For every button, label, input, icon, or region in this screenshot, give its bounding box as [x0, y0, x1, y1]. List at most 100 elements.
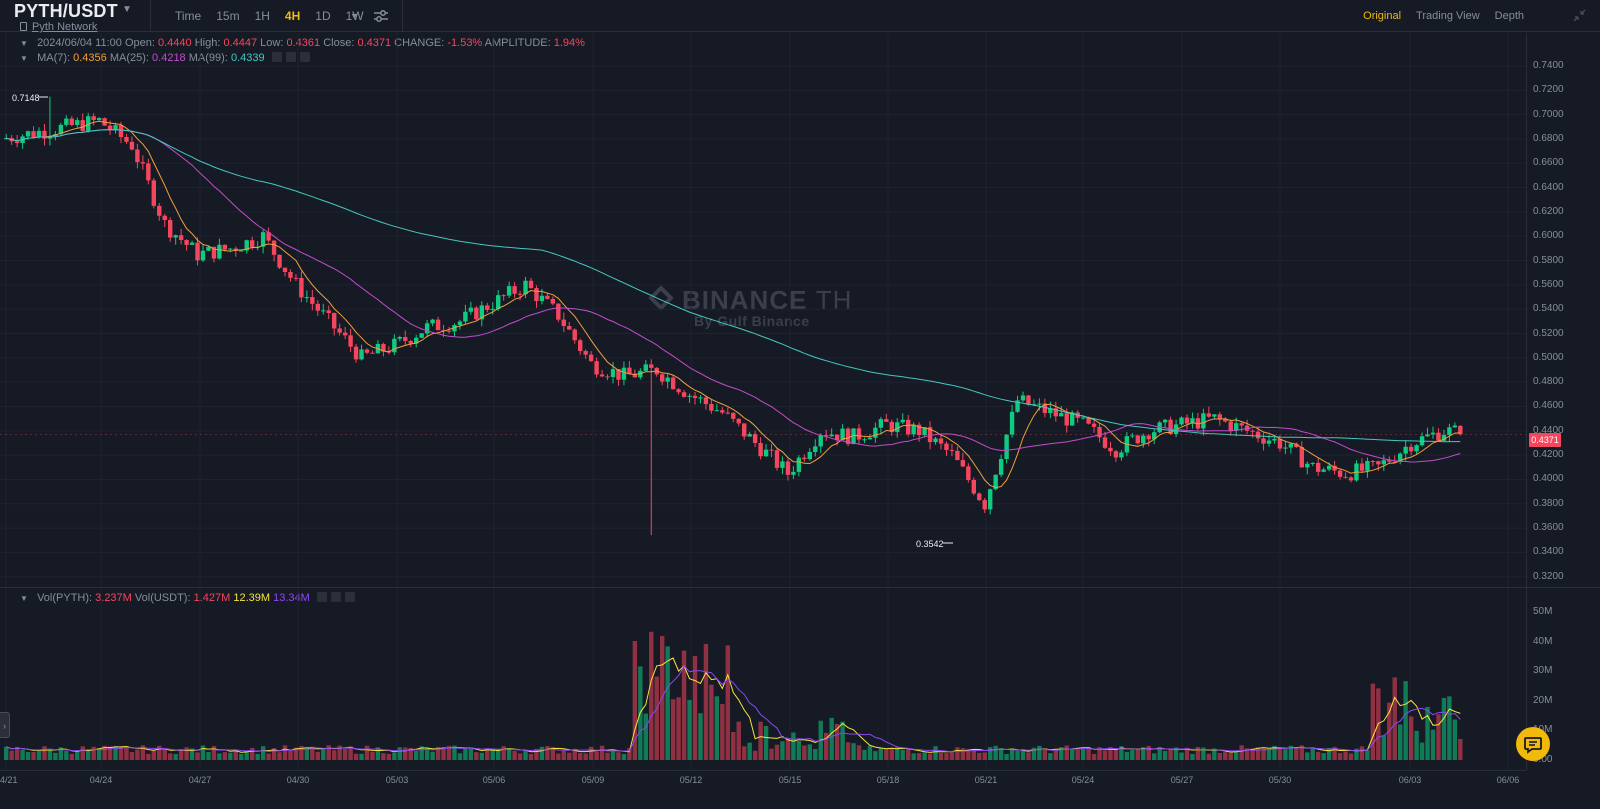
volume-bar [1184, 747, 1190, 760]
volume-bar [703, 643, 709, 760]
ma-settings-icon[interactable] [271, 52, 282, 62]
candle-body [228, 248, 233, 250]
collapse-icon[interactable] [1573, 9, 1586, 22]
volume-bar [501, 746, 506, 760]
volume-tick-label: 30M [1533, 665, 1553, 677]
volume-bar [102, 745, 107, 760]
candle-body [993, 474, 998, 490]
ma-collapse-icon[interactable]: ▼ [20, 54, 28, 63]
candle-body [1299, 447, 1304, 468]
candle-body [1080, 417, 1086, 419]
volume-bar [457, 753, 463, 760]
time-axis[interactable]: 4/21 04/24 04/27 04/30 05/03 05/06 05/09 05/12 0… [0, 770, 1526, 809]
volume-bar [1217, 753, 1222, 760]
volume-bar [927, 753, 933, 760]
volume-bar [233, 749, 238, 760]
volume-bar [1053, 749, 1058, 760]
volume-bar [665, 646, 670, 760]
ma-close-icon[interactable] [299, 52, 310, 62]
expand-panel-handle[interactable]: › [0, 712, 10, 738]
date-tick-label: 05/15 [778, 775, 802, 785]
candle-body [1004, 434, 1009, 459]
volume-bar [86, 749, 91, 760]
volume-bar [217, 753, 222, 760]
pair-dropdown-icon[interactable]: ▼ [122, 4, 132, 15]
volume-bar [1152, 753, 1157, 760]
volume-ma-long-line [6, 665, 1461, 753]
volume-bar [184, 747, 189, 760]
amplitude-label: AMPLITUDE: [484, 37, 551, 49]
interval-15m[interactable]: 15m [216, 9, 240, 23]
volume-bar [1430, 729, 1436, 760]
more-intervals-icon[interactable]: ▼ [350, 11, 359, 21]
candle-body [124, 137, 129, 142]
candle-body [643, 364, 648, 371]
vol-settings-icon[interactable] [316, 592, 327, 602]
chat-support-button[interactable] [1516, 727, 1550, 761]
interval-4h[interactable]: 4H [284, 9, 301, 23]
volume-bar [1201, 747, 1206, 760]
pane-separator[interactable] [0, 587, 1600, 588]
candle-body [523, 280, 528, 295]
volume-bar [1212, 748, 1217, 760]
vol-hide-icon[interactable] [330, 592, 341, 602]
view-depth[interactable]: Depth [1494, 10, 1524, 22]
pair-title[interactable]: PYTH/USDT [14, 1, 118, 21]
open-value: 0.4440 [157, 37, 192, 49]
volume-bar [1031, 747, 1037, 760]
interval-1h[interactable]: 1H [254, 9, 270, 23]
candle-body [1026, 395, 1031, 405]
candle-body [698, 397, 703, 399]
volume-bar [539, 746, 545, 760]
candle-body [824, 435, 829, 437]
price-tick-label: 0.5600 [1533, 278, 1564, 290]
date-tick-label: 04/24 [89, 775, 113, 785]
candle-body [1316, 462, 1321, 472]
candle-body [1425, 434, 1430, 437]
price-tick-label: 0.5000 [1533, 351, 1564, 363]
candle-body [780, 461, 785, 468]
date-tick-label: 05/21 [974, 775, 998, 785]
price-axis[interactable]: 0.7400 0.7200 0.7000 0.6800 0.6600 0.6400 0.62… [1526, 33, 1600, 588]
interval-1d[interactable]: 1D [315, 9, 331, 23]
volume-bar [118, 746, 124, 760]
candlestick-chart[interactable] [0, 0, 1526, 808]
indicator-settings-icon[interactable] [373, 8, 389, 24]
vol-close-icon[interactable] [344, 592, 355, 602]
interval-time[interactable]: Time [175, 9, 202, 23]
candle-body [539, 295, 545, 302]
ma-hide-icon[interactable] [285, 52, 296, 62]
volume-bar [474, 752, 479, 760]
interval-1w[interactable]: 1W [345, 9, 364, 23]
candle-body [1212, 414, 1217, 417]
close-value: 0.4371 [357, 37, 392, 49]
legend-collapse-icon[interactable]: ▼ [20, 39, 28, 48]
candle-body [113, 125, 118, 131]
candle-body [282, 267, 288, 273]
volume-bar [791, 732, 796, 760]
volume-bar [140, 745, 146, 760]
vol-ma-long-value: 13.34M [273, 592, 310, 604]
volume-collapse-icon[interactable]: ▼ [20, 594, 28, 603]
candle-body [1321, 469, 1326, 472]
high-label: High: [194, 37, 221, 49]
low-label: Low: [260, 37, 284, 49]
price-tick-label: 0.5200 [1533, 327, 1564, 339]
candle-body [818, 435, 823, 447]
candle-body [217, 244, 222, 259]
volume-bar [58, 747, 64, 760]
close-label: Close: [323, 37, 355, 49]
view-original[interactable]: Original [1363, 10, 1402, 22]
candle-body [1239, 423, 1244, 426]
candle-body [583, 350, 588, 355]
view-trading-view[interactable]: Trading View [1416, 10, 1480, 22]
volume-bar [277, 752, 282, 760]
candle-body [1436, 432, 1441, 441]
network-link[interactable]: Pyth Network [20, 21, 97, 33]
volume-bar [244, 751, 249, 760]
candle-body [463, 311, 468, 322]
candle-body [200, 250, 206, 261]
volume-bar [1305, 752, 1310, 760]
volume-bar [107, 746, 113, 760]
candle-body [244, 240, 249, 251]
